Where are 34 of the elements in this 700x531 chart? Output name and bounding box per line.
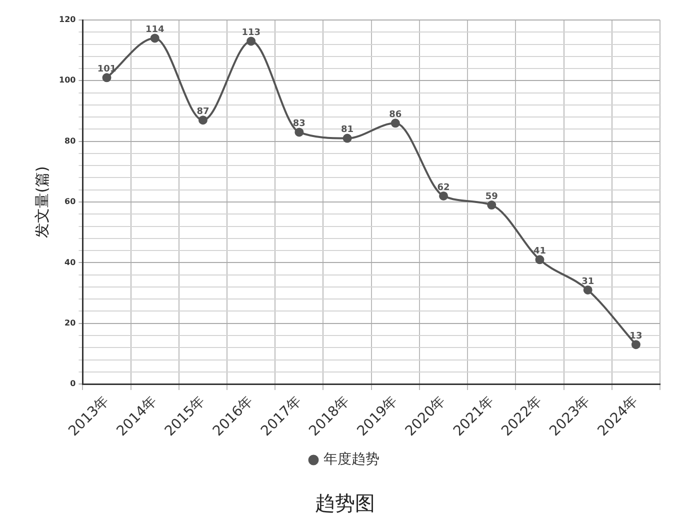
y-tick-label: 60 [64,197,76,206]
legend-label: 年度趋势 [324,452,380,468]
point [150,34,160,43]
data-label: 87 [196,106,210,117]
point [390,118,400,128]
point [487,200,496,210]
y-tick-label: 40 [64,258,76,267]
y-axis-title: 发文量(篇) [32,166,51,238]
data-label: 62 [437,182,450,193]
y-tick-label: 0 [70,379,76,388]
data-label: 31 [582,276,594,287]
y-tick-label: 120 [58,15,76,24]
data-label: 13 [630,331,642,342]
text: 趋势图 [315,491,375,516]
data-label: 86 [389,110,402,120]
data-label: 114 [145,25,164,36]
point [631,340,640,350]
point [535,255,544,264]
data-label: 41 [533,246,546,256]
data-label: 59 [485,192,498,202]
y-tick-label: 20 [64,318,76,328]
point [102,73,112,82]
data-label: 113 [242,28,260,38]
point [294,128,304,137]
y-tick-label: 100 [58,76,76,85]
data-label: 83 [292,119,306,130]
point [198,116,208,125]
point [342,134,352,143]
point [439,191,448,200]
data-label: 81 [341,125,354,136]
y-tick-label: 80 [64,136,76,146]
point [246,36,256,46]
data-label: 101 [97,64,116,74]
point [583,285,592,294]
